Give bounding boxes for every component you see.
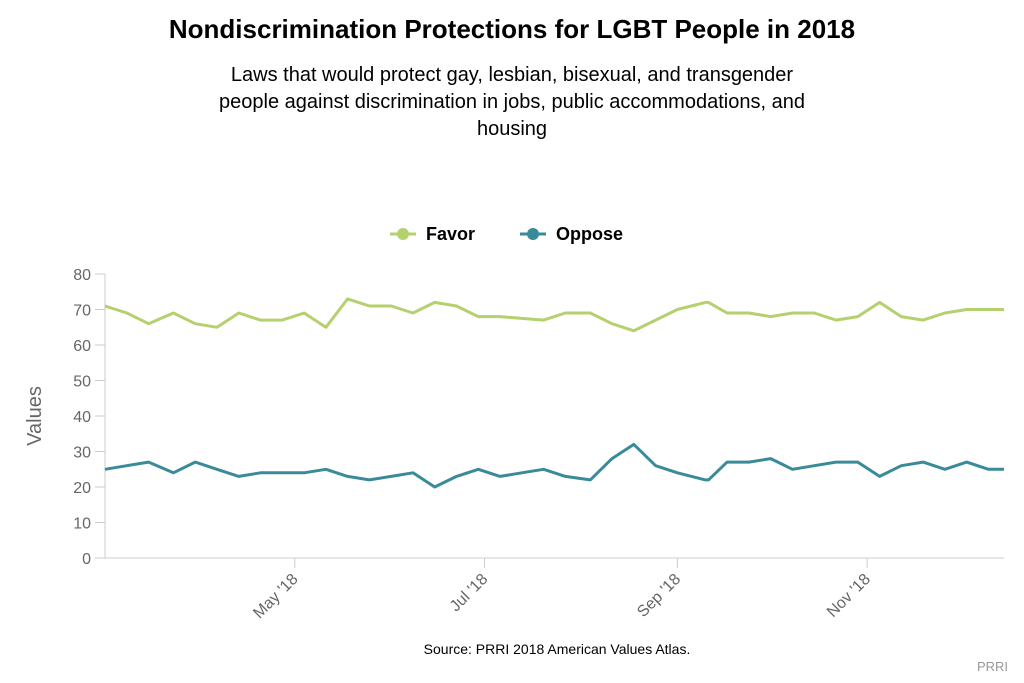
series-group [104, 297, 1004, 489]
series-line-favor[interactable] [104, 297, 1004, 333]
x-tick-label: Sep '18 [634, 571, 684, 621]
legend-label-favor: Favor [426, 224, 475, 244]
x-tick-label: Nov '18 [824, 571, 874, 621]
series-line-oppose[interactable] [104, 442, 1004, 489]
y-tick-label: 50 [73, 374, 91, 391]
y-tick-label: 80 [73, 267, 91, 284]
legend-item-favor[interactable]: Favor [390, 224, 475, 244]
legend: Favor Oppose [390, 224, 623, 244]
legend-label-oppose: Oppose [556, 224, 623, 244]
y-tick-label: 10 [73, 516, 91, 533]
y-tick-label: 20 [73, 480, 91, 497]
x-tick-label: Jul '18 [447, 571, 491, 615]
legend-item-oppose[interactable]: Oppose [520, 224, 623, 244]
y-tick-label: 0 [82, 551, 91, 568]
x-tick-label: May '18 [250, 571, 301, 622]
y-axis: 0 10 20 30 40 50 60 70 80 [73, 267, 106, 568]
y-tick-label: 40 [73, 409, 91, 426]
x-axis: May '18 Jul '18 Sep '18 Nov '18 [105, 557, 1004, 622]
y-axis-title: Values [24, 386, 46, 446]
chart-title: Nondiscrimination Protections for LGBT P… [168, 14, 856, 44]
y-tick-label: 30 [73, 445, 91, 462]
chart-subtitle: Laws that would protect gay, lesbian, bi… [219, 64, 805, 140]
y-tick-label: 60 [73, 338, 91, 355]
source-note: Source: PRRI 2018 American Values Atlas. [423, 641, 691, 657]
credit-label: PRRI [976, 659, 1008, 674]
y-tick-label: 70 [73, 303, 91, 320]
